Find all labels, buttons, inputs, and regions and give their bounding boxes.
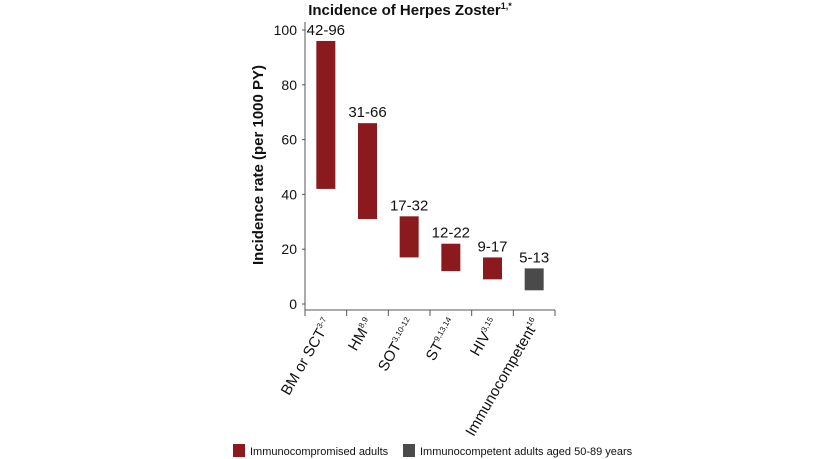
category-name: SOT bbox=[375, 339, 405, 374]
y-tick-label: 60 bbox=[281, 132, 297, 148]
category-name: BM or SCT bbox=[278, 326, 330, 399]
y-tick-label: 40 bbox=[281, 186, 297, 202]
title-text: Incidence of Herpes Zoster bbox=[308, 2, 501, 19]
category-name: HIV bbox=[467, 329, 494, 359]
value-label: 31-66 bbox=[348, 104, 386, 121]
category-sup: 3,10-12 bbox=[390, 315, 412, 343]
x-tick-label: HM8,9 bbox=[345, 315, 377, 354]
category-sup: 3-7 bbox=[315, 315, 329, 330]
x-tick-label: HIV3,15 bbox=[467, 315, 502, 359]
legend-label: Immunocompromised adults bbox=[250, 446, 389, 458]
x-tick-label: ST9,13,14 bbox=[423, 315, 461, 364]
bar bbox=[399, 216, 419, 258]
chart-title: Incidence of Herpes Zoster1,* bbox=[308, 1, 512, 19]
title-sup: 1,* bbox=[501, 1, 513, 11]
legend-swatch bbox=[233, 444, 245, 457]
value-label: 12-22 bbox=[432, 225, 470, 242]
y-tick-label: 20 bbox=[281, 241, 297, 257]
y-tick-label: 0 bbox=[289, 296, 297, 312]
bar bbox=[358, 123, 377, 220]
category-sup: 9,13,14 bbox=[432, 315, 453, 343]
y-tick-label: 100 bbox=[274, 22, 298, 38]
x-tick-label: Immunocompetent16 bbox=[462, 315, 544, 439]
y-tick-label: 80 bbox=[281, 77, 297, 93]
bar bbox=[483, 257, 502, 280]
x-tick-label: BM or SCT3-7 bbox=[278, 315, 336, 398]
legend-label: Immunocompetent adults aged 50-89 years bbox=[420, 446, 633, 458]
value-label: 9-17 bbox=[477, 238, 507, 255]
bar bbox=[441, 243, 461, 272]
category-sup: 3,15 bbox=[479, 315, 495, 333]
value-label: 42-96 bbox=[307, 22, 345, 39]
bar bbox=[316, 40, 336, 189]
category-name: ST bbox=[423, 339, 447, 364]
legend-swatch bbox=[403, 444, 415, 457]
value-label: 5-13 bbox=[519, 249, 549, 266]
x-tick-label: SOT3,10-12 bbox=[375, 315, 419, 374]
y-axis-label: Incidence rate (per 1000 PY) bbox=[250, 65, 267, 265]
category-name: HM bbox=[345, 325, 371, 354]
bar bbox=[524, 268, 544, 291]
category-sup: 8,9 bbox=[357, 315, 371, 330]
value-label: 17-32 bbox=[390, 197, 428, 214]
